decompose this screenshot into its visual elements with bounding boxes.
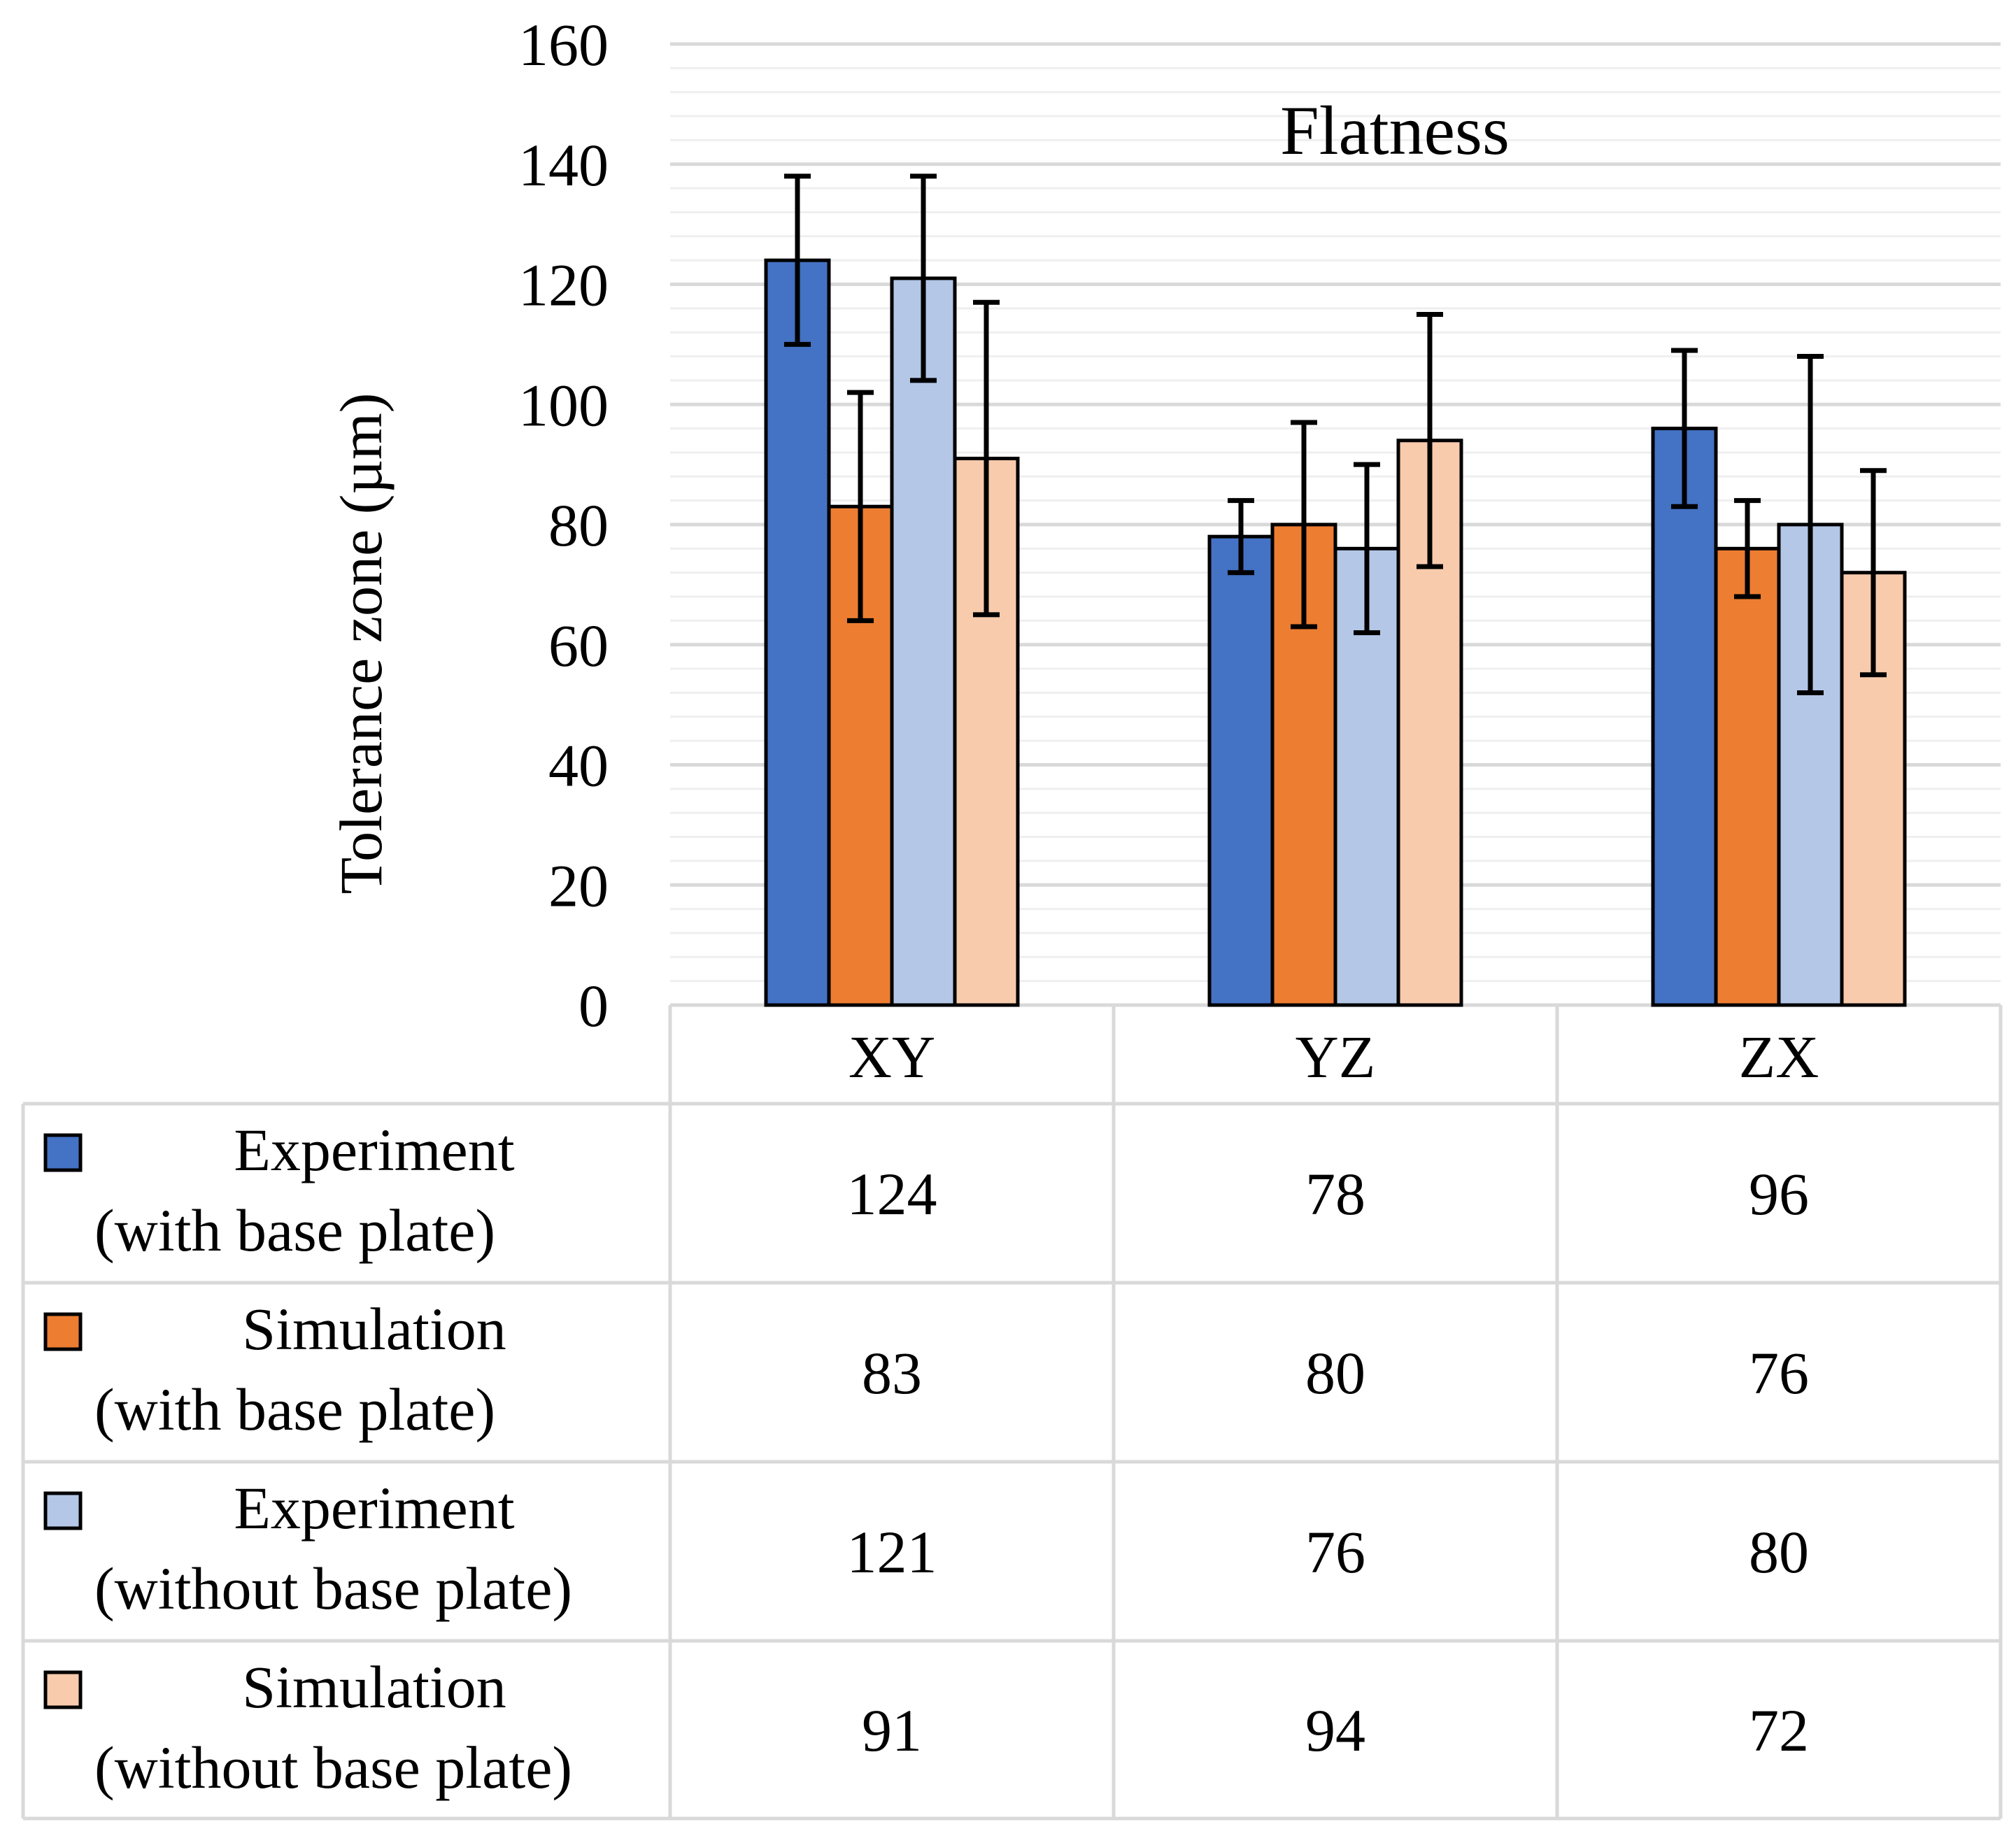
y-tick-label: 20 bbox=[548, 852, 609, 919]
category-labels: XY YZ ZX bbox=[849, 1023, 1819, 1090]
legend-label-line1: Simulation bbox=[242, 1295, 506, 1362]
category-label: YZ bbox=[1296, 1023, 1376, 1090]
bar bbox=[1651, 427, 1718, 1007]
data-table-values: 124 78 96 83 80 76 121 76 80 91 94 72 bbox=[847, 1160, 1810, 1764]
y-tick-label: 140 bbox=[518, 131, 609, 199]
bar bbox=[890, 276, 957, 1007]
legend-label-line2: (with base plate) bbox=[94, 1376, 495, 1443]
legend-label-line1: Experiment bbox=[234, 1474, 514, 1542]
data-table-value: 80 bbox=[1305, 1339, 1365, 1407]
data-table-value: 83 bbox=[862, 1339, 922, 1407]
legend-label-line2: (without base plate) bbox=[94, 1734, 572, 1801]
bar bbox=[764, 258, 831, 1007]
chart-title: Flatness bbox=[1280, 92, 1510, 169]
y-axis-tick-labels: 0 20 40 60 80 100 120 140 160 bbox=[518, 11, 609, 1039]
error-bars bbox=[784, 173, 1887, 695]
y-tick-label: 80 bbox=[548, 492, 609, 559]
data-table-value: 91 bbox=[862, 1697, 922, 1764]
legend-swatch bbox=[43, 1312, 83, 1351]
legend-swatch bbox=[43, 1491, 83, 1530]
data-table-value: 76 bbox=[1305, 1518, 1365, 1586]
y-tick-label: 40 bbox=[548, 732, 609, 799]
data-table-value: 72 bbox=[1749, 1697, 1809, 1764]
data-table-value: 94 bbox=[1305, 1697, 1365, 1764]
data-table-value: 78 bbox=[1305, 1160, 1365, 1227]
legend-label-line2: (without base plate) bbox=[94, 1555, 572, 1622]
category-label: XY bbox=[849, 1023, 935, 1090]
legend-label-line1: Experiment bbox=[234, 1116, 514, 1183]
legend-label-line1: Simulation bbox=[242, 1653, 506, 1721]
y-tick-label: 60 bbox=[548, 612, 609, 679]
y-tick-label: 0 bbox=[578, 972, 609, 1039]
data-table-value: 124 bbox=[847, 1160, 937, 1227]
y-tick-label: 100 bbox=[518, 371, 609, 439]
y-tick-label: 160 bbox=[518, 11, 609, 78]
y-axis-label: Tolerance zone (µm) bbox=[327, 393, 395, 895]
data-table-value: 121 bbox=[847, 1518, 937, 1586]
legend-rows: Experiment (with base plate) Simulation (wi… bbox=[43, 1116, 572, 1801]
category-label: ZX bbox=[1739, 1023, 1819, 1090]
data-table-value: 80 bbox=[1749, 1518, 1809, 1586]
bar bbox=[1207, 534, 1275, 1007]
legend-swatch bbox=[43, 1133, 83, 1172]
y-tick-label: 120 bbox=[518, 252, 609, 319]
legend-swatch bbox=[43, 1670, 83, 1709]
legend-label-line2: (with base plate) bbox=[94, 1197, 495, 1264]
data-table-value: 96 bbox=[1749, 1160, 1809, 1227]
bar bbox=[1714, 546, 1781, 1007]
data-table-value: 76 bbox=[1749, 1339, 1809, 1407]
